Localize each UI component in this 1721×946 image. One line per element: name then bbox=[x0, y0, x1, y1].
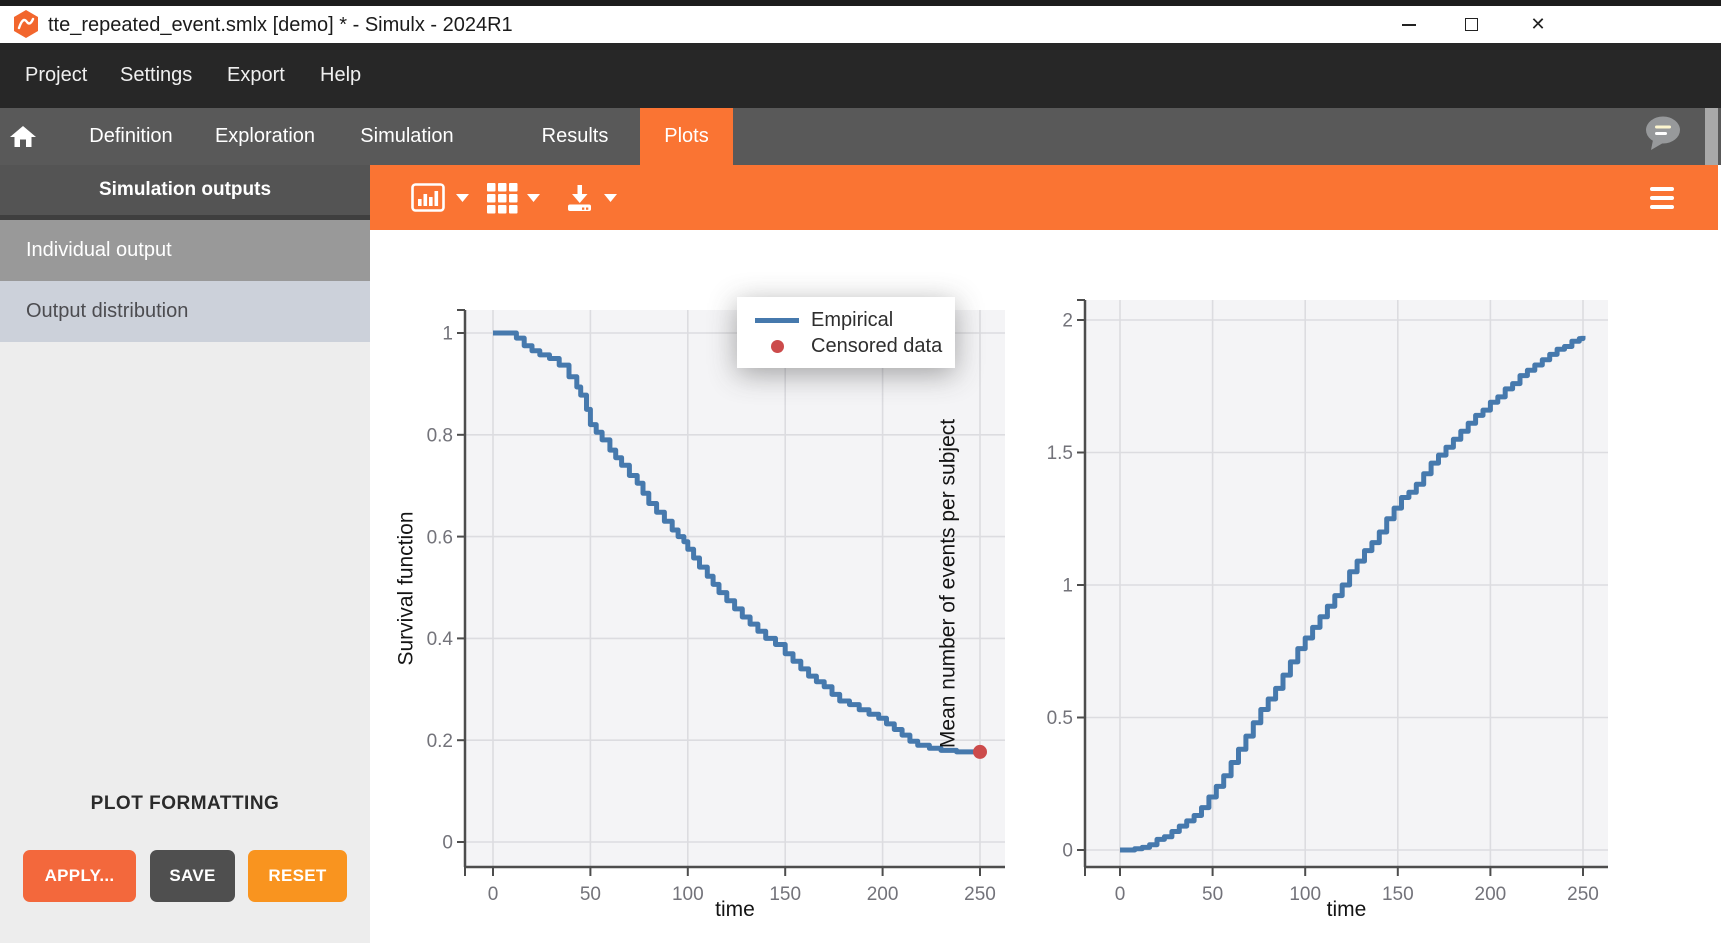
x-tick-label: 250 bbox=[1567, 884, 1599, 905]
survival-plot: 0 0.2 0.4 0.6 0.8 1 0 50 100 150 200 250 time Surviva… bbox=[394, 309, 1005, 921]
menu-item-help[interactable]: Help bbox=[320, 64, 362, 86]
x-tick-label: 0 bbox=[1115, 884, 1126, 905]
x-tick-label: 50 bbox=[1202, 884, 1223, 905]
plot-type-button[interactable] bbox=[411, 180, 469, 216]
home-tab[interactable] bbox=[0, 108, 46, 165]
series-mean-number-of-events bbox=[1120, 335, 1586, 853]
chevron-down-icon bbox=[604, 194, 617, 202]
y-tick-label: 0.8 bbox=[427, 425, 453, 446]
y-tick-label: 0.4 bbox=[427, 629, 454, 650]
mean-events-plot: 0 0.5 1 1.5 2 0 50 100 150 200 250 time Mean number … bbox=[936, 299, 1608, 921]
chevron-down-icon bbox=[456, 194, 469, 202]
reset-button[interactable]: RESET bbox=[248, 850, 347, 902]
legend-box: Empirical Censored data bbox=[737, 297, 955, 368]
tab-bar: Definition Exploration Simulation Result… bbox=[0, 108, 1721, 165]
y-tick-label: 2 bbox=[1062, 311, 1073, 332]
y-tick-label: 0.2 bbox=[427, 731, 453, 752]
y-tick-label: 0.6 bbox=[427, 527, 453, 548]
empirical-line-swatch bbox=[755, 317, 799, 323]
plot-background bbox=[465, 310, 1005, 867]
app-logo-icon bbox=[14, 10, 38, 38]
grid-icon bbox=[487, 182, 518, 213]
y-tick-label: 0.5 bbox=[1047, 708, 1073, 729]
x-axis-title: time bbox=[715, 898, 755, 921]
sidebar-header: Simulation outputs bbox=[0, 165, 370, 215]
feedback-button[interactable] bbox=[1644, 115, 1684, 157]
menu-item-settings[interactable]: Settings bbox=[120, 64, 193, 86]
bar-chart-icon bbox=[411, 183, 445, 212]
y-tick-label: 0 bbox=[442, 833, 453, 854]
censored-data-point bbox=[973, 744, 987, 759]
sidebar-separator bbox=[0, 215, 370, 220]
layout-grid-button[interactable] bbox=[487, 180, 540, 216]
window-title: tte_repeated_event.smlx [demo] * - Simul… bbox=[48, 14, 513, 36]
x-tick-label: 200 bbox=[867, 884, 899, 905]
censored-dot-swatch bbox=[771, 339, 784, 353]
maximize-icon bbox=[1464, 18, 1478, 31]
minimize-button[interactable] bbox=[1386, 6, 1432, 43]
maximize-button[interactable] bbox=[1448, 6, 1494, 43]
x-tick-label: 150 bbox=[769, 884, 801, 905]
save-button[interactable]: SAVE bbox=[150, 850, 235, 902]
y-tick-label: 1 bbox=[1062, 576, 1073, 597]
tab-simulation[interactable]: Simulation bbox=[360, 125, 454, 147]
x-tick-label: 250 bbox=[964, 884, 996, 905]
x-axis-title: time bbox=[1327, 898, 1367, 921]
y-axis-title: Mean number of events per subject bbox=[936, 419, 959, 748]
download-icon bbox=[568, 185, 591, 211]
chevron-down-icon bbox=[527, 194, 540, 202]
x-tick-label: 50 bbox=[580, 884, 601, 905]
y-tick-label: 0 bbox=[1062, 841, 1073, 862]
legend-entry-empirical: Empirical bbox=[755, 307, 955, 333]
sidebar-panel bbox=[0, 342, 370, 943]
vertical-scrollbar-thumb[interactable] bbox=[1705, 108, 1718, 165]
home-icon bbox=[10, 125, 36, 147]
menu-item-project[interactable]: Project bbox=[25, 64, 88, 86]
close-button[interactable]: ✕ bbox=[1515, 6, 1561, 43]
sidebar-item-output-distribution[interactable]: Output distribution bbox=[0, 281, 370, 342]
legend-entry-censored: Censored data bbox=[755, 333, 955, 359]
tab-results[interactable]: Results bbox=[541, 125, 609, 147]
legend-label: Censored data bbox=[811, 334, 943, 357]
y-axis-title: Survival function bbox=[394, 511, 417, 665]
tab-plots[interactable]: Plots bbox=[640, 108, 733, 165]
plots-toolbar bbox=[370, 165, 1718, 230]
plots-menu-button[interactable] bbox=[1650, 187, 1674, 209]
x-tick-label: 200 bbox=[1475, 884, 1507, 905]
x-tick-label: 150 bbox=[1382, 884, 1414, 905]
tab-exploration[interactable]: Exploration bbox=[214, 125, 316, 147]
y-tick-label: 1.5 bbox=[1047, 443, 1073, 464]
x-tick-label: 100 bbox=[672, 884, 704, 905]
x-tick-label: 100 bbox=[1289, 884, 1321, 905]
apply-button[interactable]: APPLY... bbox=[23, 850, 136, 902]
chat-bubble-icon bbox=[1646, 116, 1680, 150]
legend-label: Empirical bbox=[811, 308, 894, 331]
x-tick-label: 0 bbox=[488, 884, 499, 905]
menu-item-export[interactable]: Export bbox=[227, 64, 285, 86]
series-empirical bbox=[493, 330, 980, 755]
export-plot-button[interactable] bbox=[564, 180, 617, 216]
menu-bar: Project Settings Export Help bbox=[0, 43, 1721, 108]
y-tick-label: 1 bbox=[442, 324, 453, 345]
close-icon: ✕ bbox=[1530, 14, 1546, 34]
hamburger-icon bbox=[1650, 187, 1674, 191]
title-bar: tte_repeated_event.smlx [demo] * - Simul… bbox=[0, 6, 1721, 43]
minimize-icon bbox=[1402, 23, 1416, 26]
plot-formatting-title: PLOT FORMATTING bbox=[90, 793, 280, 814]
window-top-border bbox=[0, 0, 1721, 6]
tab-definition[interactable]: Definition bbox=[89, 125, 173, 147]
sidebar-item-individual-output[interactable]: Individual output bbox=[0, 220, 370, 281]
